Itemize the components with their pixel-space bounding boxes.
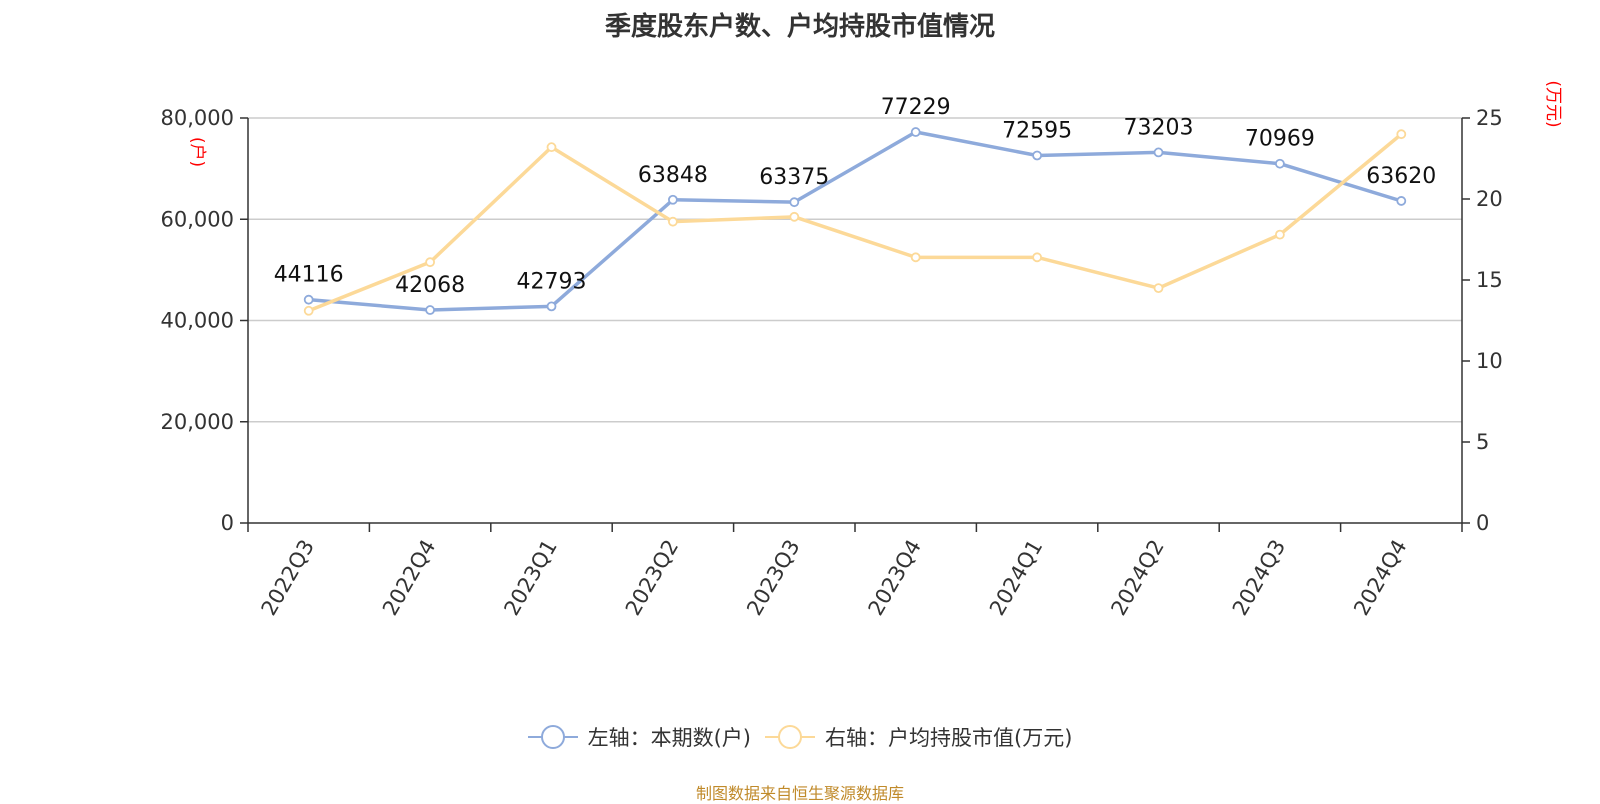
data-point-series2 (303, 305, 314, 316)
source-note: 制图数据来自恒生聚源数据库 (695, 784, 904, 803)
data-label: 63620 (1366, 164, 1436, 189)
data-point-series1 (668, 194, 678, 205)
x-tick-label: 2023Q4 (864, 536, 926, 620)
x-tick-label: 2023Q3 (742, 536, 804, 620)
legend-swatch-series2 (765, 725, 815, 749)
data-label: 63375 (759, 165, 829, 190)
x-tick-label: 2024Q2 (1106, 536, 1168, 620)
data-point-series1 (1153, 147, 1164, 158)
legend-label-series2: 右轴：户均持股市值(万元) (825, 726, 1073, 750)
data-point-series1 (1275, 158, 1285, 169)
data-point-series1 (1396, 196, 1407, 206)
left-tick-label: 40,000 (161, 309, 234, 333)
left-tick-label: 60,000 (161, 207, 234, 231)
data-point-series1 (1032, 150, 1042, 161)
data-point-series1 (546, 301, 557, 312)
x-tick-label: 2024Q4 (1349, 536, 1411, 620)
right-axis-unit: (万元) (1543, 80, 1563, 127)
legend: 左轴：本期数(户) 右轴：户均持股市值(万元) (0, 722, 1600, 752)
left-tick-label: 20,000 (161, 410, 234, 434)
x-tick-label: 2024Q1 (985, 536, 1047, 620)
data-point-series1 (425, 305, 436, 315)
left-tick-label: 0 (221, 511, 234, 535)
data-point-series2 (546, 142, 557, 153)
series-line-1 (308, 130, 1402, 312)
legend-item-series1[interactable]: 左轴：本期数(户) (527, 722, 751, 752)
left-tick-label: 80,000 (161, 106, 234, 130)
x-tick-label: 2023Q1 (499, 536, 561, 620)
right-tick-label: 15 (1476, 268, 1503, 292)
data-label: 63848 (638, 163, 708, 188)
right-tick-label: 20 (1476, 187, 1503, 211)
chart-title: 季度股东户数、户均持股市值情况 (604, 12, 995, 42)
data-point-series1 (303, 294, 314, 305)
legend-swatch-series1 (527, 725, 578, 749)
data-point-series1 (910, 127, 921, 137)
data-point-series2 (789, 211, 800, 222)
data-point-series2 (1153, 283, 1164, 294)
data-label: 42793 (517, 269, 587, 294)
x-tick-label: 2022Q4 (378, 536, 440, 620)
data-label: 42068 (395, 273, 465, 298)
right-tick-label: 10 (1476, 349, 1503, 373)
data-point-series2 (910, 252, 921, 263)
data-point-series2 (668, 216, 678, 227)
x-tick-label: 2022Q3 (257, 536, 319, 620)
x-tick-label: 2023Q2 (621, 536, 683, 620)
data-point-series2 (1275, 229, 1285, 240)
data-label: 44116 (274, 263, 344, 288)
data-label: 77229 (881, 95, 951, 120)
left-axis-unit: (户) (187, 137, 207, 167)
series-line-2 (308, 132, 1403, 313)
data-point-series2 (425, 257, 436, 268)
right-tick-label: 5 (1476, 430, 1489, 454)
right-tick-label: 25 (1476, 106, 1503, 130)
data-point-series1 (789, 197, 800, 208)
x-tick-label: 2024Q3 (1228, 536, 1290, 620)
data-label: 72595 (1002, 118, 1072, 143)
data-label: 70969 (1245, 127, 1315, 152)
legend-label-series1: 左轴：本期数(户) (587, 726, 751, 750)
right-tick-label: 0 (1476, 511, 1489, 535)
data-label: 73203 (1124, 115, 1194, 140)
legend-item-series2[interactable]: 右轴：户均持股市值(万元) (765, 722, 1072, 752)
data-point-series2 (1396, 129, 1407, 140)
data-point-series2 (1032, 252, 1042, 263)
